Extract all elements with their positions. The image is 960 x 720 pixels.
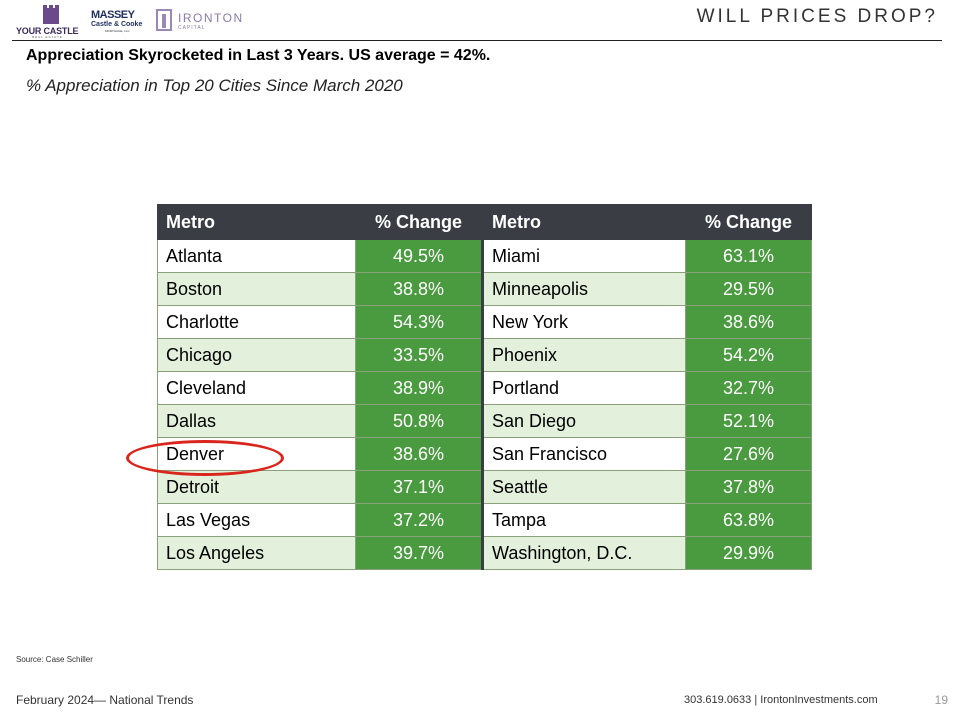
change-cell: 29.5% (685, 272, 812, 306)
change-cell: 38.8% (355, 272, 483, 306)
title-divider (12, 40, 942, 41)
table-row: Chicago 33.5% Phoenix 54.2% (157, 338, 812, 372)
your-castle-logo-subtext: REAL ESTATE (32, 35, 63, 39)
table-row: Las Vegas 37.2% Tampa 63.8% (157, 503, 812, 537)
footer-date: February 2024— National Trends (16, 693, 194, 707)
metro-cell: Boston (157, 272, 356, 306)
column-header-metro: Metro (157, 204, 356, 240)
change-cell: 63.1% (685, 239, 812, 273)
change-cell: 63.8% (685, 503, 812, 537)
metro-cell: Atlanta (157, 239, 356, 273)
page-number: 19 (934, 693, 948, 707)
massey-logo-top: MASSEY (91, 9, 135, 21)
change-cell: 39.7% (355, 536, 483, 570)
table-row: Charlotte 54.3% New York 38.6% (157, 305, 812, 339)
metro-cell: Minneapolis (481, 272, 686, 306)
metro-cell: San Francisco (481, 437, 686, 471)
change-cell: 49.5% (355, 239, 483, 273)
change-cell: 33.5% (355, 338, 483, 372)
column-header-metro-2: Metro (481, 204, 686, 240)
appreciation-table: Metro % Change Metro % Change Atlanta 49… (157, 204, 812, 570)
change-cell: 54.2% (685, 338, 812, 372)
massey-logo: MASSEY Castle & Cooke MORTGAGE, LLC (91, 10, 151, 40)
source-note: Source: Case Schiller (16, 655, 93, 664)
metro-cell: Washington, D.C. (481, 536, 686, 570)
metro-cell: Chicago (157, 338, 356, 372)
change-cell: 37.2% (355, 503, 483, 537)
metro-cell: Dallas (157, 404, 356, 438)
column-header-change: % Change (355, 204, 483, 240)
your-castle-logo: YOUR CASTLE REAL ESTATE (16, 5, 86, 39)
massey-logo-bottom: MORTGAGE, LLC (105, 29, 130, 33)
change-cell: 27.6% (685, 437, 812, 471)
table-row: Dallas 50.8% San Diego 52.1% (157, 404, 812, 438)
change-cell: 29.9% (685, 536, 812, 570)
slide-title: WILL PRICES DROP? (696, 6, 938, 27)
table-row: Los Angeles 39.7% Washington, D.C. 29.9% (157, 536, 812, 570)
metro-cell: San Diego (481, 404, 686, 438)
denver-highlight-circle (126, 440, 284, 476)
metro-cell: Los Angeles (157, 536, 356, 570)
metro-cell: Charlotte (157, 305, 356, 339)
metro-cell: Tampa (481, 503, 686, 537)
change-cell: 38.6% (685, 305, 812, 339)
metro-cell: Phoenix (481, 338, 686, 372)
metro-cell: Miami (481, 239, 686, 273)
castle-tower-icon (43, 5, 59, 24)
ironton-logo-bottom: CAPITAL (178, 25, 206, 31)
column-header-change-2: % Change (685, 204, 812, 240)
metro-cell: Portland (481, 371, 686, 405)
slide-subhead: % Appreciation in Top 20 Cities Since Ma… (26, 76, 403, 95)
ironton-mark-icon (156, 9, 172, 31)
metro-cell: Las Vegas (157, 503, 356, 537)
your-castle-logo-text: YOUR CASTLE (16, 26, 79, 36)
metro-cell: Cleveland (157, 371, 356, 405)
footer-contact: 303.619.0633 | IrontonInvestments.com (684, 694, 878, 706)
change-cell: 37.1% (355, 470, 483, 504)
table-row: Detroit 37.1% Seattle 37.8% (157, 470, 812, 504)
table-row: Atlanta 49.5% Miami 63.1% (157, 239, 812, 273)
table-row: Cleveland 38.9% Portland 32.7% (157, 371, 812, 405)
change-cell: 52.1% (685, 404, 812, 438)
metro-cell: New York (481, 305, 686, 339)
massey-logo-mid: Castle & Cooke (91, 21, 143, 28)
change-cell: 54.3% (355, 305, 483, 339)
change-cell: 38.6% (355, 437, 483, 471)
ironton-logo-top: IRONTON (178, 11, 244, 25)
table-row: Boston 38.8% Minneapolis 29.5% (157, 272, 812, 306)
change-cell: 38.9% (355, 371, 483, 405)
slide-headline: Appreciation Skyrocketed in Last 3 Years… (26, 47, 491, 64)
change-cell: 32.7% (685, 371, 812, 405)
table-header-row: Metro % Change Metro % Change (157, 204, 812, 240)
metro-cell: Seattle (481, 470, 686, 504)
change-cell: 37.8% (685, 470, 812, 504)
ironton-logo: IRONTON CAPITAL (156, 8, 246, 36)
change-cell: 50.8% (355, 404, 483, 438)
